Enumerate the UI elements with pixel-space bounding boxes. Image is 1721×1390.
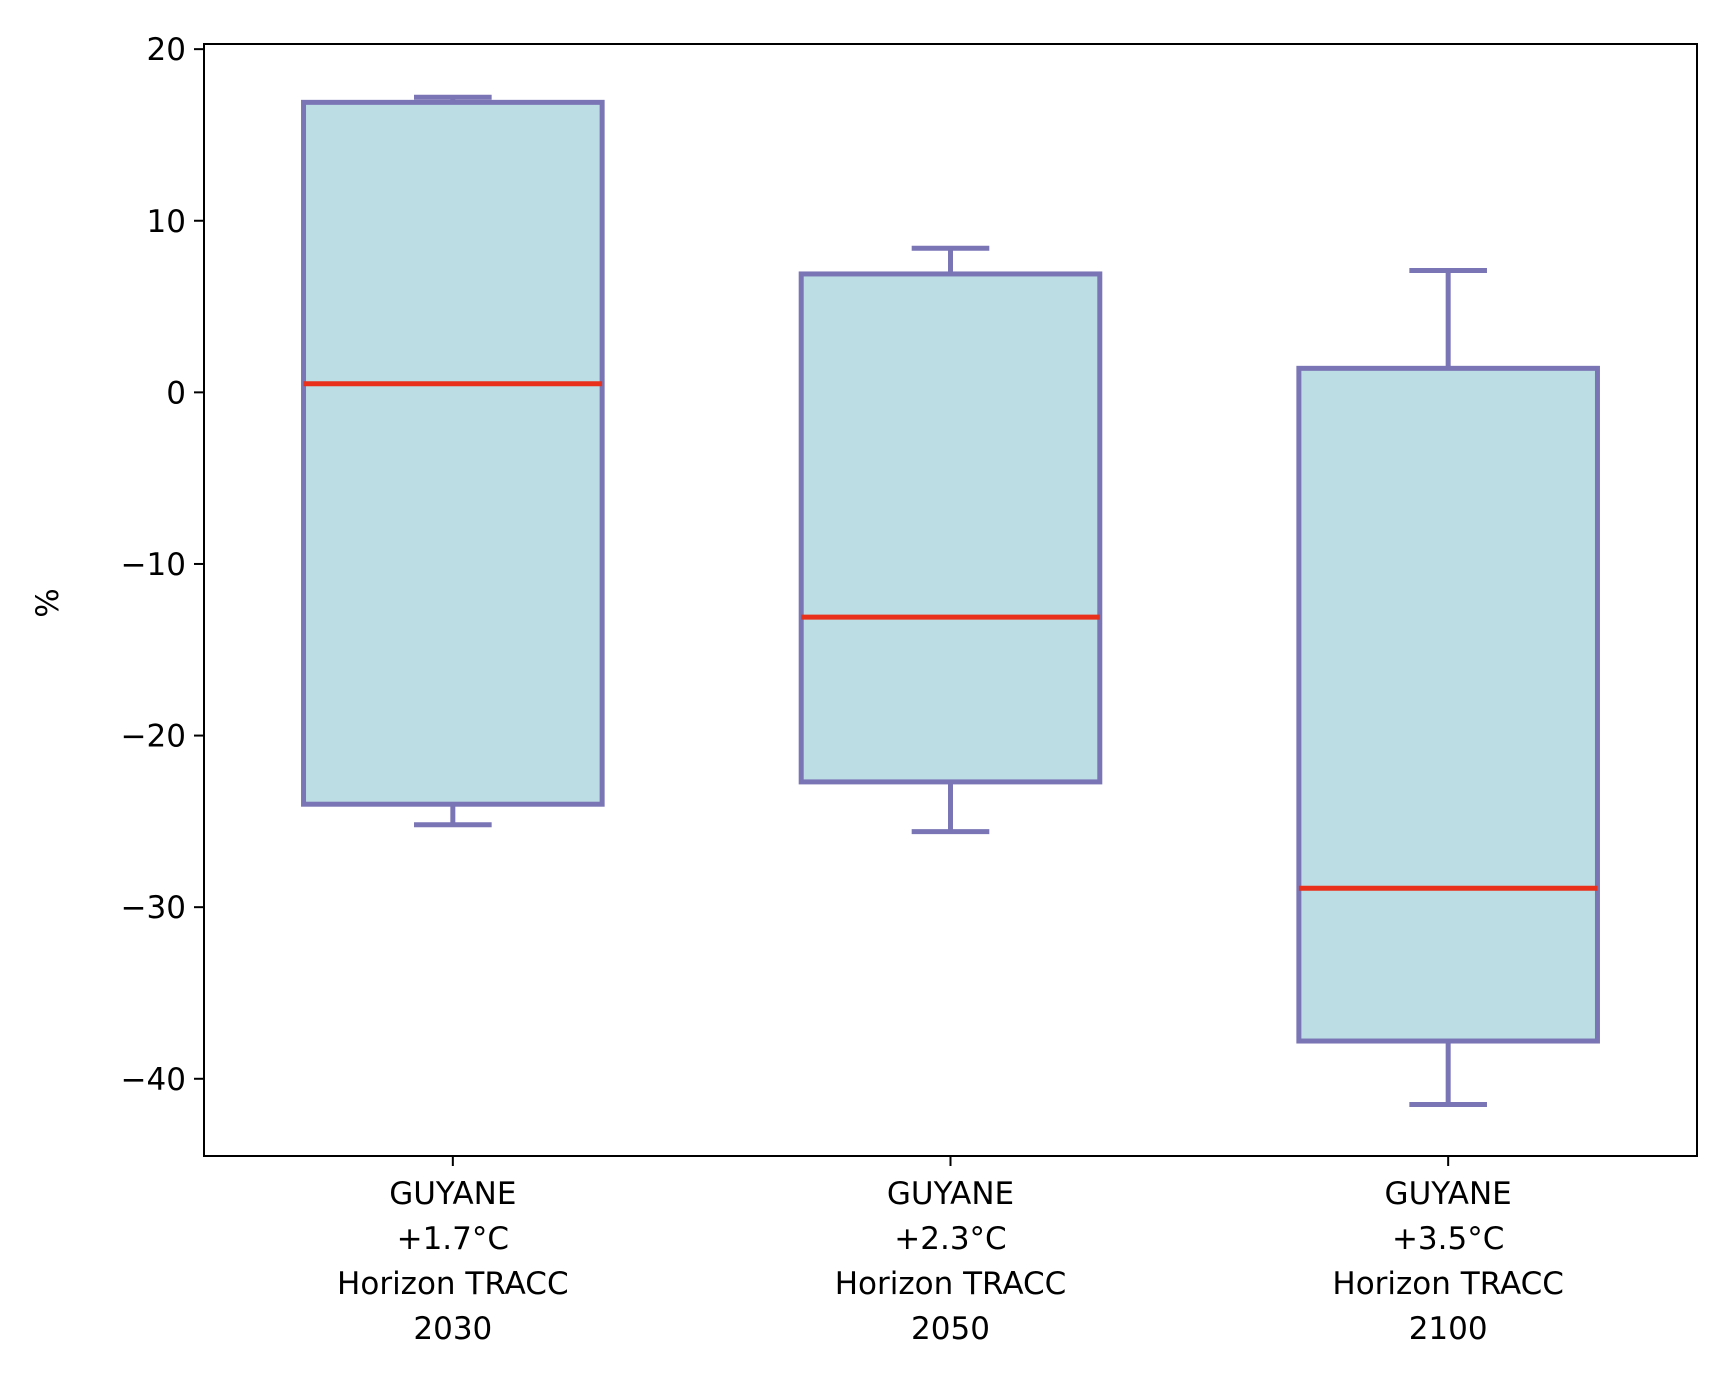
y-axis: 20 10 0 −10 −20 −30 −40: [121, 32, 204, 1098]
x-tick-label-line: +1.7°C: [397, 1221, 509, 1257]
x-tick-label-line: GUYANE: [389, 1176, 516, 1212]
boxes-layer: [301, 94, 1600, 1108]
y-tick-label: −40: [121, 1062, 186, 1098]
y-tick-label: −10: [121, 547, 186, 583]
y-tick-label: −30: [121, 890, 186, 926]
box-group-3: [1296, 268, 1600, 1108]
y-tick-label: 10: [147, 204, 186, 240]
x-tick-label-line: 2100: [1409, 1311, 1488, 1347]
box-iqr: [301, 99, 605, 807]
y-tick-label: −20: [121, 719, 186, 755]
x-axis: GUYANE +1.7°C Horizon TRACC 2030 GUYANE +2.3°…: [337, 1156, 1564, 1347]
box-iqr: [1296, 365, 1600, 1044]
box-group-1: [301, 94, 605, 828]
x-tick-label-line: +3.5°C: [1392, 1221, 1504, 1257]
x-tick-label-line: +2.3°C: [894, 1221, 1006, 1257]
y-tick-label: 0: [166, 375, 186, 411]
x-tick-label: GUYANE +2.3°C Horizon TRACC 2050: [835, 1176, 1067, 1347]
x-tick-label-line: GUYANE: [1385, 1176, 1512, 1212]
y-axis-title: %: [30, 588, 66, 617]
y-tick-label: 20: [147, 32, 186, 68]
x-tick-label: GUYANE +3.5°C Horizon TRACC 2100: [1332, 1176, 1564, 1347]
x-tick-label: GUYANE +1.7°C Horizon TRACC 2030: [337, 1176, 569, 1347]
x-tick-label-line: 2050: [911, 1311, 990, 1347]
x-tick-label-line: 2030: [413, 1311, 492, 1347]
box-iqr: [798, 271, 1103, 785]
box-group-2: [798, 245, 1103, 835]
x-tick-label-line: GUYANE: [887, 1176, 1014, 1212]
x-tick-label-line: Horizon TRACC: [835, 1266, 1067, 1302]
x-tick-label-line: Horizon TRACC: [1332, 1266, 1564, 1302]
x-tick-label-line: Horizon TRACC: [337, 1266, 569, 1302]
